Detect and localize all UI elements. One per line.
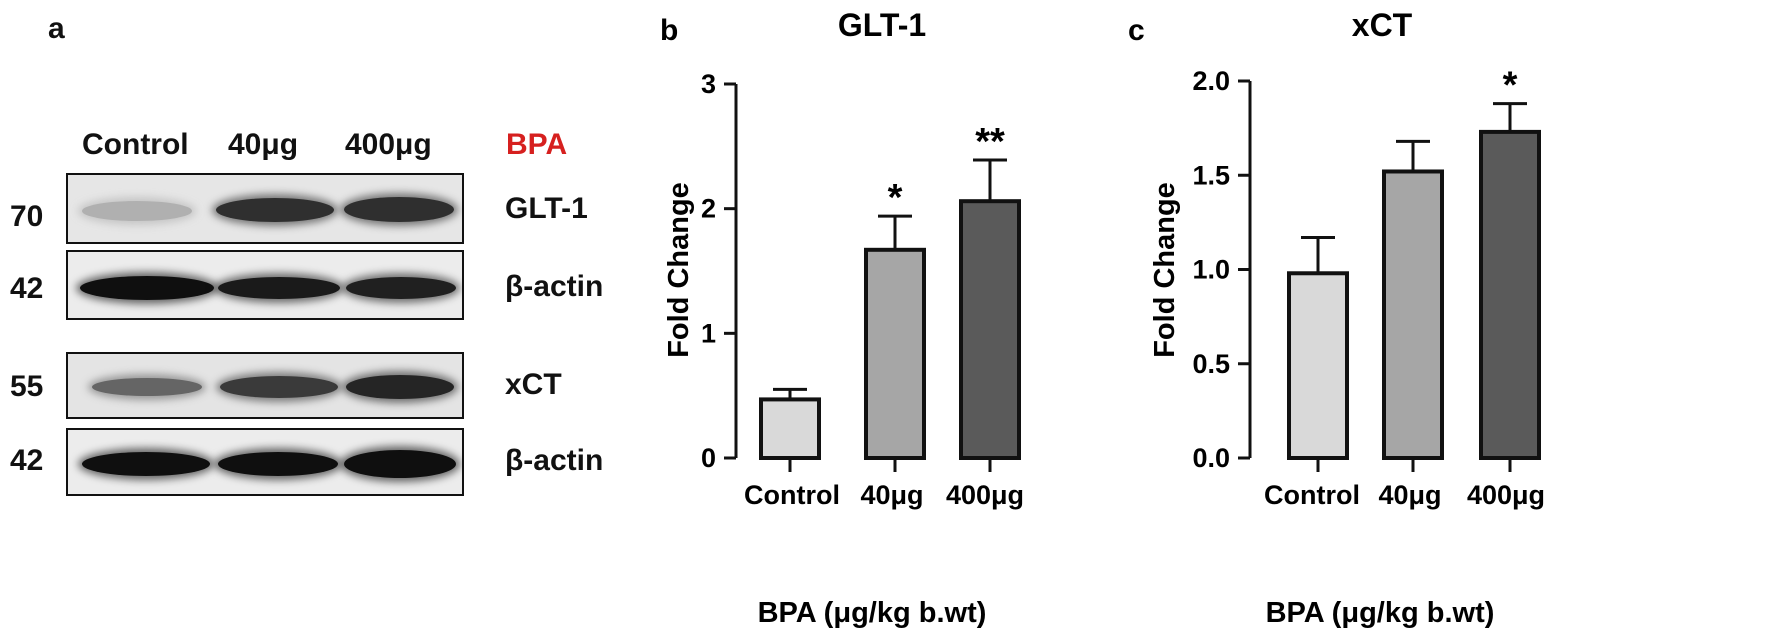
band-actin1-control [80, 276, 214, 300]
band-glt1-40ug [216, 198, 334, 222]
band-actin1-40ug [218, 277, 340, 299]
band-actin2-40ug [218, 452, 338, 476]
plot-area-xct: 0.0 0.5 1.0 1.5 2.0 Control 40μg * 400μg [1192, 65, 1545, 510]
plot-area-glt1: 0 1 2 3 Control * 40μg ** 400μg [701, 69, 1024, 510]
bar-glt1-2 [959, 199, 1021, 460]
bar-xct-1 [1382, 169, 1444, 460]
mw-marker-xct: 55 [10, 370, 44, 403]
y-axis-label-glt1: Fold Change [663, 182, 695, 358]
bar-xct-2 [1479, 129, 1541, 461]
mw-marker-glt1: 70 [10, 200, 44, 233]
x-tick-label-xct-0: Control [1264, 480, 1360, 510]
y-tick-label-glt1: 0 [701, 443, 716, 473]
blot-label-xct: xCT [505, 368, 562, 401]
chart-title-xct: xCT [1352, 7, 1413, 43]
significance-marker-glt1-2: ** [975, 121, 1005, 163]
band-glt1-400ug [344, 197, 454, 222]
x-axis-label-xct: BPA (μg/kg b.wt) [1266, 597, 1495, 629]
y-axis-label-xct: Fold Change [1149, 182, 1181, 358]
bpa-label: BPA [506, 128, 568, 161]
panel-letter-b: b [660, 14, 678, 47]
x-axis-label-glt1: BPA (μg/kg b.wt) [758, 597, 987, 629]
band-xct-400ug [346, 375, 454, 399]
bar-glt1-0 [759, 397, 821, 461]
band-actin2-control [82, 452, 210, 476]
bar-xct-0 [1287, 271, 1349, 460]
y-tick-label-glt1: 1 [701, 318, 716, 348]
lane-header-400ug: 400μg [345, 128, 432, 161]
band-xct-40ug [220, 376, 338, 398]
panel-letter-a: a [48, 12, 65, 45]
lane-header-control: Control [82, 128, 189, 161]
x-tick-label-xct-1: 40μg [1378, 480, 1441, 510]
bar-chart-glt1: b GLT-1 Fold Change BPA (μg/kg b.wt) 0 1 2… [660, 7, 1024, 629]
blot-label-actin1: β-actin [505, 270, 604, 303]
panel-letter-c: c [1128, 14, 1145, 47]
x-tick-label-xct-2: 400μg [1467, 480, 1545, 510]
bar-chart-xct: c xCT Fold Change BPA (μg/kg b.wt) 0.00.… [1128, 7, 1545, 629]
band-actin2-400ug [344, 450, 456, 478]
lane-header-40ug: 40μg [228, 128, 299, 161]
bar-glt1-1 [864, 247, 926, 460]
blot-actin-1 [66, 250, 464, 320]
band-glt1-control [82, 201, 192, 221]
blot-actin-2 [66, 428, 464, 496]
blot-glt1 [66, 173, 464, 244]
blot-label-glt1: GLT-1 [505, 192, 588, 225]
band-actin1-400ug [346, 277, 456, 299]
significance-marker-glt1-1: * [888, 177, 903, 219]
significance-marker-xct-2: * [1503, 65, 1518, 107]
y-tick-label-glt1: 2 [701, 194, 716, 224]
blot-label-actin2: β-actin [505, 444, 604, 477]
y-tick-label-xct: 2.0 [1192, 66, 1230, 96]
y-tick-label-glt1: 3 [701, 69, 716, 99]
band-xct-control [92, 378, 202, 396]
mw-marker-actin2: 42 [10, 444, 44, 477]
x-tick-label-glt1-1: 40μg [860, 480, 923, 510]
blot-xct [66, 352, 464, 419]
y-tick-label-xct: 0.5 [1192, 349, 1230, 379]
y-tick-label-xct: 1.0 [1192, 255, 1230, 285]
x-tick-label-glt1-2: 400μg [946, 480, 1024, 510]
y-tick-label-xct: 1.5 [1192, 160, 1230, 190]
y-tick-label-xct: 0.0 [1192, 443, 1230, 473]
chart-title-glt1: GLT-1 [838, 7, 926, 43]
mw-marker-actin1: 42 [10, 272, 44, 305]
x-tick-label-glt1-0: Control [744, 480, 840, 510]
